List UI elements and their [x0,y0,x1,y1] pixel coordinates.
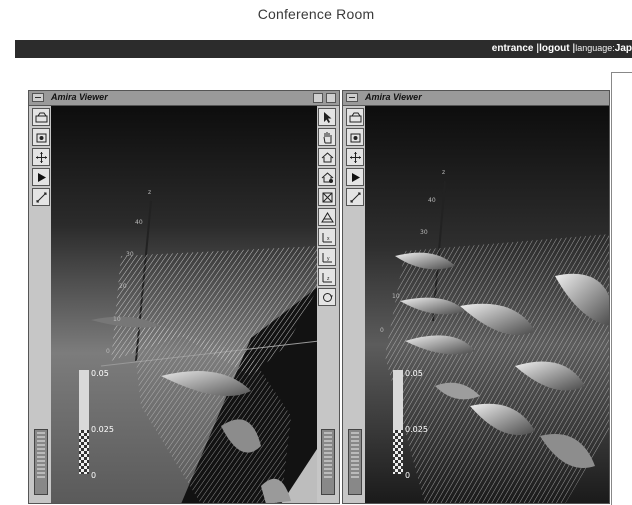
home-icon[interactable] [318,148,336,166]
svg-text:x: x [327,236,330,242]
camera-icon[interactable] [32,108,50,126]
axis-tick: 40 [135,219,143,226]
axis-tick: 0 [380,327,384,334]
nav-separator: | [572,43,576,54]
set-home-icon[interactable] [318,168,336,186]
zoom-icon[interactable] [346,188,364,206]
axis-z-label: z [148,189,151,196]
color-legend: 0.05 0.025 0 [79,369,114,480]
play-icon[interactable] [346,168,364,186]
page-title: Conference Room [257,6,375,22]
svg-text:z: z [327,276,330,282]
language-selector[interactable]: Jap [614,43,632,54]
svg-text:y: y [327,256,330,262]
axis-z-label: z [442,169,445,176]
nav-separator: | [536,43,540,54]
dolly-thumbwheel[interactable] [348,429,362,495]
axis-tick: 40 [428,197,436,204]
axis-tick: 30 [126,251,134,258]
move-icon[interactable] [32,148,50,166]
viewer-title: Amira Viewer [365,92,422,102]
window-menu-icon[interactable] [32,93,44,102]
axis-tick: 0 [106,348,110,355]
axis-xy-icon[interactable]: x [318,228,336,246]
legend-min-label: 0 [405,471,410,480]
hand-icon[interactable] [318,128,336,146]
axis-tick: 10 [113,316,121,323]
color-legend: 0.05 0.025 0 [393,369,428,480]
maximize-icon[interactable] [326,93,336,103]
axis-tick: 30 [420,229,428,236]
amira-viewer-right: Amira Viewer [342,90,610,504]
zoom-icon[interactable] [32,188,50,206]
axis-xz-icon[interactable]: y [318,248,336,266]
legend-min-label: 0 [91,471,96,480]
amira-viewer-left: Amira Viewer [28,90,340,504]
rotate-icon[interactable] [318,288,336,306]
move-icon[interactable] [346,148,364,166]
legend-mid-label: 0.025 [405,425,428,434]
3d-render-canvas[interactable]: z 40 30 20 10 0 0.05 0.025 0 [51,106,317,503]
entrance-link[interactable]: entrance [491,43,534,54]
snapshot-icon[interactable] [346,128,364,146]
legend-max-label: 0.05 [91,369,109,378]
window-menu-icon[interactable] [346,93,358,102]
viewer-title: Amira Viewer [51,92,108,102]
logout-link[interactable]: logout [539,43,570,54]
language-label: language: [575,43,615,53]
minimize-icon[interactable] [313,93,323,103]
camera-icon[interactable] [346,108,364,126]
legend-mid-label: 0.025 [91,425,114,434]
viewer-titlebar: Amira Viewer [29,91,339,106]
axis-yz-icon[interactable]: z [318,268,336,286]
dolly-thumbwheel[interactable] [34,429,48,495]
legend-max-label: 0.05 [405,369,423,378]
rotate-thumbwheel[interactable] [321,429,335,495]
view-all-icon[interactable] [318,188,336,206]
play-icon[interactable] [32,168,50,186]
side-panel [611,72,632,505]
axis-tick: 10 [392,293,400,300]
3d-render-canvas[interactable]: z 40 30 10 0 0.05 0.025 0 [365,106,609,503]
perspective-icon[interactable] [318,208,336,226]
axis-tick: 20 [119,283,127,290]
viewer-titlebar: Amira Viewer [343,91,609,106]
snapshot-icon[interactable] [32,128,50,146]
pointer-icon[interactable] [318,108,336,126]
top-navbar: entrance |logout |language:Jap [15,40,632,58]
